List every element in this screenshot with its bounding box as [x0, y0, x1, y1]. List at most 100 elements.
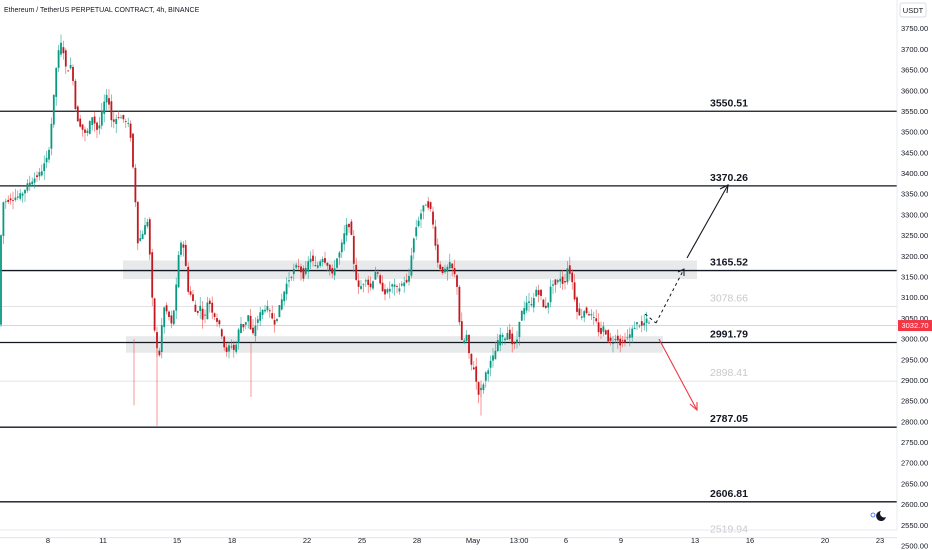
candle-body	[189, 291, 192, 295]
candle-body	[139, 238, 142, 241]
price-tick-label: 3100.00	[901, 293, 928, 302]
candle-body	[232, 344, 235, 350]
candle-body	[436, 244, 439, 263]
currency-label[interactable]: USDT	[899, 2, 927, 18]
candle-body	[247, 315, 250, 322]
candle-body	[172, 310, 175, 325]
candle-body	[230, 346, 233, 348]
candle-body	[530, 303, 533, 306]
price-tick-label: 3000.00	[901, 335, 928, 344]
candle-body	[362, 284, 365, 286]
candle-body	[386, 289, 389, 293]
candle-body	[187, 266, 190, 292]
candle-body	[264, 309, 266, 312]
price-tick-label: 3150.00	[901, 273, 928, 282]
price-tick-label: 2950.00	[901, 355, 928, 364]
candle-body	[105, 94, 108, 103]
price-tick-label: 2700.00	[901, 459, 928, 468]
candle-body	[165, 305, 168, 312]
candle-body	[36, 175, 38, 178]
moon-icon[interactable]	[870, 511, 886, 521]
projections	[644, 184, 729, 412]
candle-body	[156, 332, 158, 349]
candle-body	[160, 325, 163, 352]
candle-body	[93, 116, 96, 124]
candle-body	[607, 330, 610, 342]
candle-body	[62, 47, 65, 54]
time-tick-label: 8	[46, 536, 50, 545]
candle-body	[55, 67, 58, 97]
candle-body	[482, 384, 485, 391]
candle-body	[470, 353, 473, 365]
candle-body	[19, 193, 22, 199]
candle-body	[184, 244, 187, 266]
time-tick-label: 22	[303, 536, 311, 545]
candle-body	[278, 305, 281, 318]
candle-body	[528, 301, 530, 303]
candle-body	[420, 213, 422, 220]
candle-body	[403, 282, 406, 287]
candle-body	[336, 258, 338, 268]
candle-body	[508, 329, 511, 340]
up-arrow	[686, 184, 729, 259]
level-labels: 3550.51 3370.26 3165.52 3078.66 2991.79 2898.…	[710, 97, 748, 535]
candle-body	[424, 204, 427, 206]
price-tick-label: 3600.00	[901, 86, 928, 95]
candle-body	[129, 123, 132, 138]
candle-body	[316, 265, 319, 268]
candle-body	[559, 278, 562, 282]
candle-body	[33, 178, 36, 183]
candle-body	[388, 288, 391, 292]
candle-body	[124, 121, 127, 122]
price-axis[interactable]: 2500.00 2550.00 2600.00 2650.00 2700.00 2750.…	[901, 24, 928, 550]
candle-body	[220, 329, 223, 337]
price-tick-label: 2550.00	[901, 521, 928, 530]
candle-body	[628, 334, 631, 338]
candle-body	[532, 298, 535, 308]
candle-body	[40, 171, 43, 176]
price-tick-label: 3200.00	[901, 252, 928, 261]
zone-rect	[126, 336, 663, 353]
candle-body	[324, 258, 326, 263]
candle-body	[211, 302, 214, 313]
candle-body	[408, 275, 410, 282]
candle-body	[271, 313, 274, 319]
candle-body	[520, 310, 523, 321]
candle-body	[158, 350, 161, 356]
candle-body	[134, 167, 137, 203]
candle-body	[640, 321, 643, 326]
zones	[123, 260, 697, 353]
candle-body	[163, 307, 166, 328]
candle-body	[566, 268, 569, 283]
candle-body	[537, 290, 540, 295]
candle-body	[141, 234, 144, 239]
candle-body	[573, 282, 576, 300]
candle-body	[273, 320, 276, 325]
candle-body	[374, 272, 377, 280]
candle-body	[391, 284, 394, 287]
candle-body	[0, 235, 2, 325]
price-tick-label: 3550.00	[901, 107, 928, 116]
down-arrow	[658, 338, 698, 411]
candle-body	[290, 276, 293, 278]
candle-body	[523, 308, 526, 315]
candle-body	[280, 299, 283, 310]
up-arrow-head	[719, 184, 729, 194]
time-axis[interactable]: 8 11 15 18 22 25 28 May 13:00 6 9 13 16 20 23	[46, 536, 884, 545]
candle-body	[348, 223, 350, 228]
candle-body	[367, 279, 370, 285]
candle-body	[76, 106, 79, 122]
candle-body	[192, 294, 194, 301]
candle-body	[444, 268, 446, 273]
candle-body	[465, 334, 468, 341]
price-tick-label: 2500.00	[901, 542, 928, 550]
candle-body	[542, 299, 545, 308]
time-tick-label: 13	[691, 536, 699, 545]
candle-body	[643, 322, 646, 326]
candle-body	[412, 238, 415, 253]
price-tick-label: 3050.00	[901, 314, 928, 323]
candle-body	[115, 118, 118, 124]
level-label: 2991.79	[710, 328, 748, 340]
candle-body	[321, 259, 324, 263]
